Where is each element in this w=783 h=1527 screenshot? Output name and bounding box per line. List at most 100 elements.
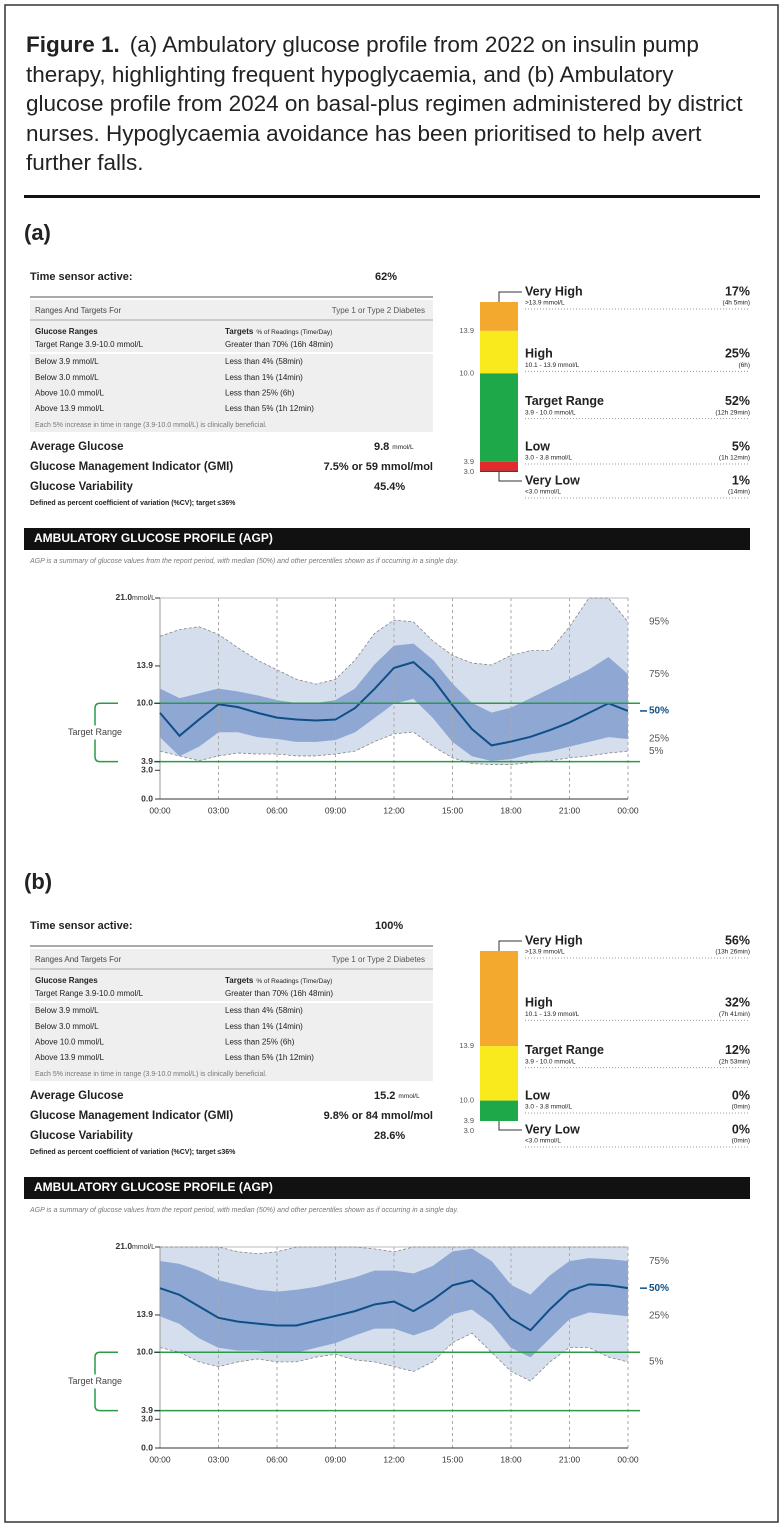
- tir-segment: [480, 1046, 518, 1101]
- tir-segment: [480, 330, 518, 374]
- tir-percent: 32%: [725, 996, 750, 1010]
- agp-title: AMBULATORY GLUCOSE PROFILE (AGP): [34, 531, 273, 545]
- y-tick-label: 3.0: [141, 1414, 153, 1424]
- tir-name: High: [525, 996, 553, 1010]
- tir-segment: [480, 470, 518, 472]
- y-tick-label: 3.9: [141, 1405, 153, 1415]
- tir-name: Very Low: [525, 1122, 580, 1136]
- tir-time: (4h 5min): [723, 300, 750, 307]
- range-cell: Target Range 3.9-10.0 mmol/L: [35, 340, 144, 349]
- target-range-label: Target Range: [68, 1376, 122, 1386]
- y-tick-label: 0.0: [141, 793, 153, 803]
- metric-number: 15.2: [374, 1090, 395, 1102]
- time-value: 62%: [375, 271, 397, 283]
- panel-label: (b): [24, 869, 52, 894]
- y-tick-label: 3.9: [141, 756, 153, 766]
- tir-time: (14min): [728, 489, 750, 496]
- x-tick-label: 12:00: [383, 1454, 405, 1464]
- x-tick-label: 21:00: [559, 805, 581, 815]
- percentile-label: 50%: [649, 1283, 669, 1294]
- tir-range: 10.1 - 13.9 mmol/L: [525, 362, 580, 369]
- x-tick-label: 21:00: [559, 1454, 581, 1464]
- y-tick-label: 13.9: [136, 1309, 153, 1319]
- tir-range: 3.9 - 10.0 mmol/L: [525, 1058, 576, 1065]
- agp-subtitle: AGP is a summary of glucose values from …: [29, 1207, 458, 1214]
- percentile-line: [159, 1248, 629, 1296]
- metric-number: 28.6%: [374, 1130, 405, 1142]
- tir-name: Target Range: [525, 1043, 604, 1057]
- label-bg: [118, 1347, 154, 1358]
- tir-range: 3.0 - 3.8 mmol/L: [525, 455, 572, 462]
- range-cell: Above 10.0 mmol/L: [35, 1038, 104, 1047]
- y-tick-label: 10.0: [136, 698, 153, 708]
- tir-percent: 0%: [732, 1122, 750, 1136]
- metric-label: Average Glucose: [30, 1090, 124, 1102]
- tir-percent: 52%: [725, 394, 750, 408]
- col-head: Targets% of Readings (Time/Day): [225, 327, 332, 336]
- connector: [498, 472, 522, 482]
- tir-boundary: 10.0: [459, 368, 474, 377]
- table-footnote: Each 5% increase in time in range (3.9-1…: [35, 422, 267, 429]
- connector: [498, 940, 522, 951]
- tir-range: >13.9 mmol/L: [525, 300, 565, 307]
- label-bg: [118, 1443, 154, 1453]
- tir-time: (13h 26min): [715, 949, 750, 956]
- percentile-label: 5%: [649, 1356, 664, 1367]
- table-header: Ranges And Targets For: [35, 306, 121, 315]
- col-head-note: % of Readings (Time/Day): [256, 978, 332, 985]
- x-tick-label: 00:00: [149, 805, 171, 815]
- table-header: Ranges And Targets For: [35, 955, 121, 964]
- target-cell: Greater than 70% (16h 48min): [225, 340, 333, 349]
- percentile-line: [159, 597, 629, 685]
- target-cell: Less than 4% (58min): [225, 1006, 303, 1015]
- tir-range: >13.9 mmol/L: [525, 949, 565, 956]
- percentile-label: 75%: [649, 1256, 669, 1267]
- percentile-label: 25%: [649, 1311, 669, 1322]
- target-cell: Greater than 70% (16h 48min): [225, 989, 333, 998]
- tir-segment: [480, 1100, 518, 1121]
- range-cell: Below 3.9 mmol/L: [35, 357, 99, 366]
- tir-percent: 5%: [732, 439, 750, 453]
- agp-title: AMBULATORY GLUCOSE PROFILE (AGP): [34, 1180, 273, 1194]
- target-cell: Less than 25% (6h): [225, 389, 295, 398]
- y-tick-label: 3.0: [141, 765, 153, 775]
- target-cell: Less than 4% (58min): [225, 357, 303, 366]
- tir-boundary: 3.9: [464, 1116, 474, 1125]
- x-tick-label: 09:00: [325, 1454, 347, 1464]
- col-head: Targets% of Readings (Time/Day): [225, 976, 332, 985]
- label-bg: [60, 725, 130, 740]
- caption-rule: [24, 195, 760, 198]
- tir-boundary: 13.9: [459, 1041, 474, 1050]
- time-label: Time sensor active:: [30, 271, 133, 283]
- metric-label: Glucose Management Indicator (GMI): [30, 461, 233, 473]
- tir-segment: [480, 302, 518, 331]
- y-unit: mmol/L: [132, 1244, 155, 1251]
- col-head: Glucose Ranges: [35, 976, 98, 985]
- metric-label: Glucose Management Indicator (GMI): [30, 1110, 233, 1122]
- label-bg: [118, 660, 154, 671]
- tir-time: (1h 12min): [719, 455, 750, 462]
- x-tick-label: 06:00: [266, 1454, 288, 1464]
- metric-number: 9.8% or 84 mmol/mol: [324, 1110, 433, 1122]
- table-header-right: Type 1 or Type 2 Diabetes: [332, 306, 425, 315]
- target-cell: Less than 25% (6h): [225, 1038, 295, 1047]
- y-tick-text: 21.0: [116, 1241, 133, 1251]
- y-tick-label: 21.0mmol/L: [116, 592, 156, 602]
- table-bg: [30, 949, 433, 1081]
- target-cell: Less than 5% (1h 12min): [225, 1053, 314, 1062]
- tir-range: 3.0 - 3.8 mmol/L: [525, 1104, 572, 1111]
- tir-boundary: 13.9: [459, 326, 474, 335]
- range-cell: Above 13.9 mmol/L: [35, 404, 104, 413]
- percentile-line: [159, 643, 629, 714]
- connector: [498, 291, 522, 302]
- tir-segment: [480, 461, 518, 471]
- x-tick-label: 00:00: [149, 1454, 171, 1464]
- metric-value: 7.5% or 59 mmol/mol: [324, 461, 433, 473]
- x-tick-label: 09:00: [325, 805, 347, 815]
- metric-number: 9.8: [374, 441, 389, 453]
- x-tick-label: 15:00: [442, 1454, 464, 1464]
- label-bg: [118, 1309, 154, 1320]
- tir-percent: 17%: [725, 284, 750, 298]
- tir-boundary: 3.0: [464, 467, 474, 476]
